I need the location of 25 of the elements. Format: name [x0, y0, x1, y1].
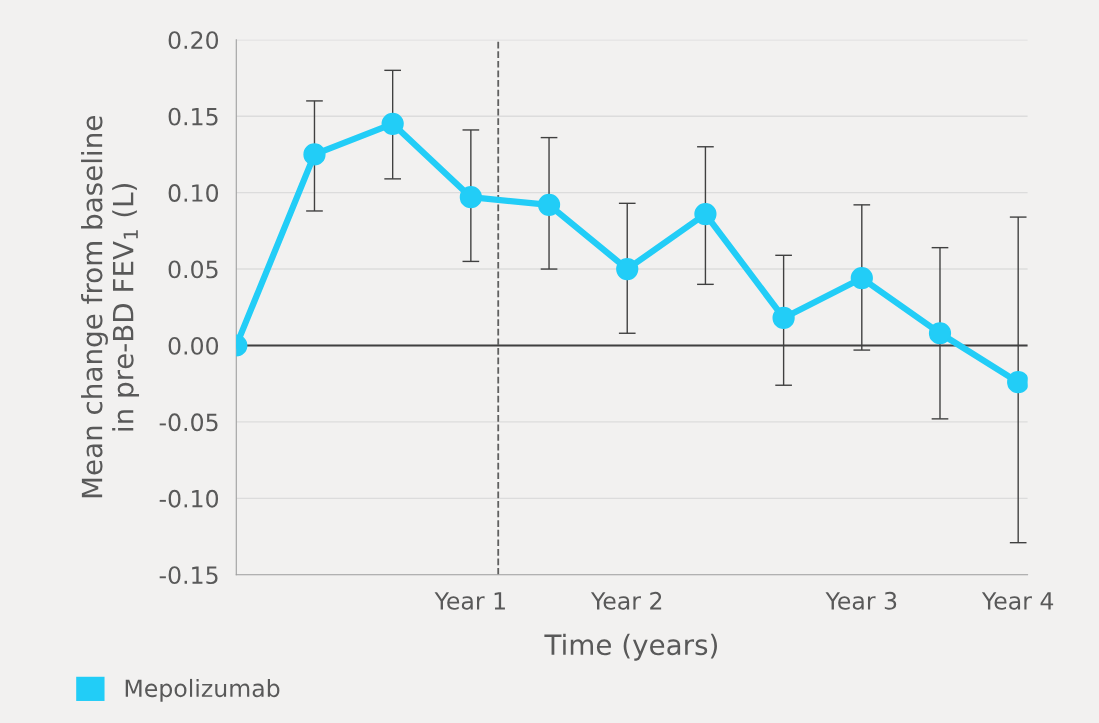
y-tick-label: 0.10 — [168, 184, 219, 202]
point — [459, 186, 482, 209]
x-tick-label: Year 2 — [590, 591, 662, 610]
point — [694, 202, 717, 226]
point — [928, 322, 952, 345]
point — [850, 267, 873, 290]
point — [303, 143, 326, 166]
point — [1007, 371, 1028, 394]
y-tick-label: 0.20 — [168, 31, 219, 50]
point — [381, 112, 404, 135]
x-tick-label: Year 4 — [981, 592, 1054, 610]
x-axis-title: Time (years) — [544, 633, 717, 661]
point — [537, 193, 561, 216]
x-tick-label: Year 1 — [434, 592, 505, 610]
y-tick-label: -0.05 — [159, 413, 218, 432]
y-axis-title: Mean change from baseline in pre-BD FEV$_{1}$ (L) — [81, 116, 140, 498]
point — [616, 257, 639, 281]
x-tick-label: Year 3 — [825, 591, 897, 610]
y-tick-label: 0.05 — [168, 260, 218, 279]
y-tick-label: 0.00 — [168, 336, 219, 355]
y-tick-label: -0.10 — [159, 489, 219, 508]
y-tick-label: -0.15 — [159, 566, 218, 585]
y-tick-label: 0.15 — [168, 107, 218, 126]
legend-label: Mepolizumab — [125, 678, 280, 702]
point — [772, 306, 795, 330]
